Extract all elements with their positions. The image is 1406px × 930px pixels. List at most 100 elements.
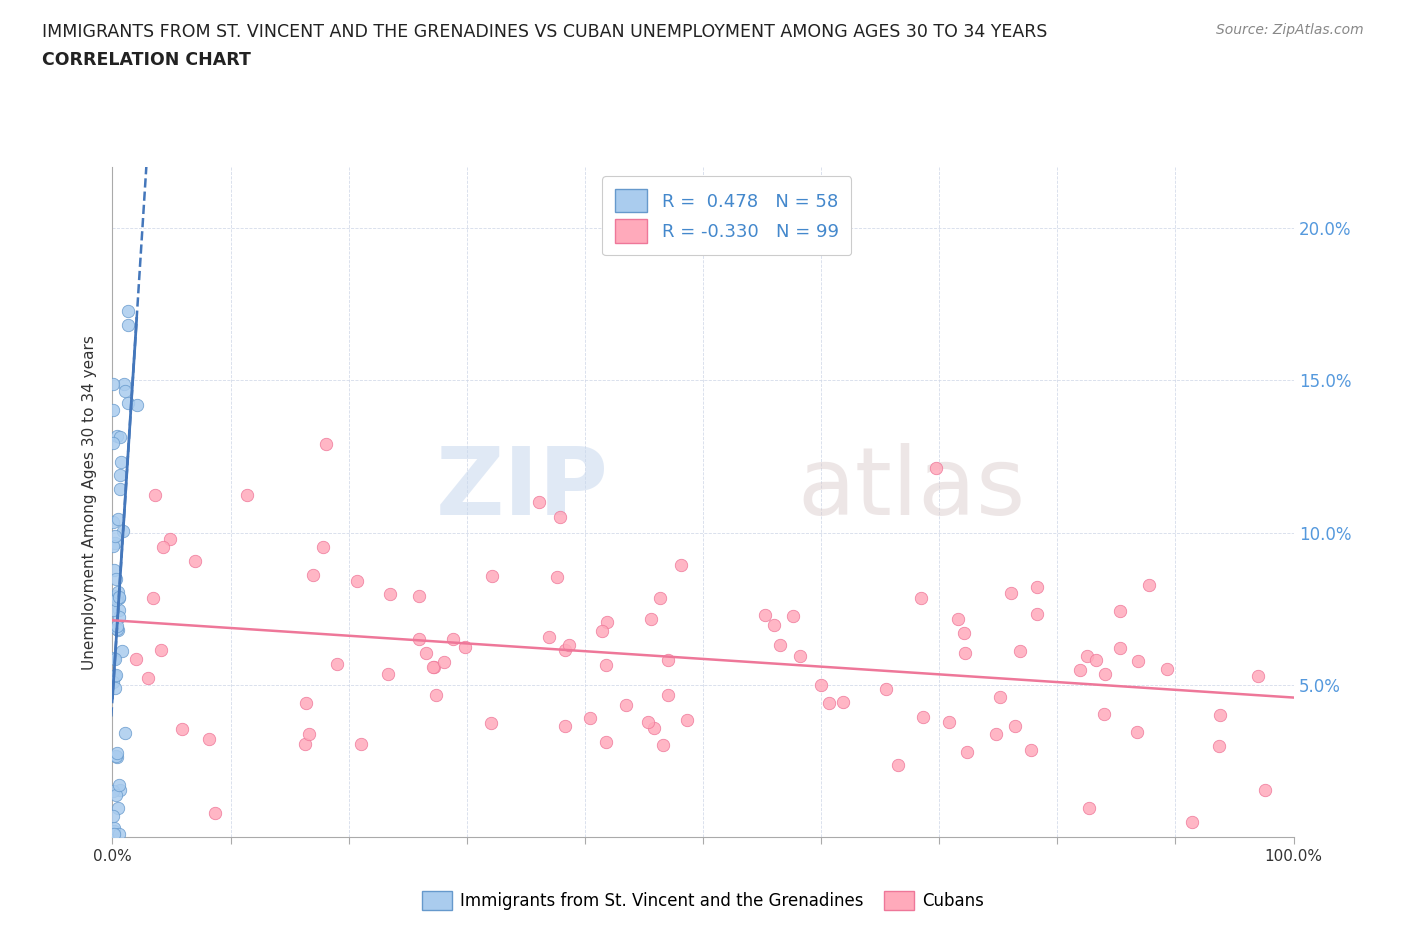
Point [1025, 606, 1047, 621]
Point [104, 669, 127, 684]
Text: atlas: atlas [797, 443, 1026, 535]
Point [1026, 579, 1049, 594]
Legend: Immigrants from St. Vincent and the Grenadines, Cubans: Immigrants from St. Vincent and the Gren… [415, 884, 991, 917]
Point [1000, 585, 1022, 600]
Point [595, 735, 617, 750]
Point [103, 820, 125, 835]
Point [1085, 653, 1108, 668]
Point [149, 643, 172, 658]
Point [101, 514, 124, 529]
Point [1008, 644, 1031, 658]
Point [110, 455, 132, 470]
Point [1004, 719, 1026, 734]
Point [925, 460, 948, 475]
Point [198, 732, 221, 747]
Point [112, 377, 135, 392]
Point [669, 557, 692, 572]
Point [107, 585, 129, 600]
Point [107, 428, 129, 443]
Point [101, 783, 124, 798]
Point [875, 682, 897, 697]
Point [235, 487, 257, 502]
Point [105, 589, 128, 604]
Point [538, 630, 561, 644]
Point [114, 384, 136, 399]
Point [554, 643, 576, 658]
Point [558, 637, 581, 652]
Point [596, 615, 619, 630]
Point [117, 395, 139, 410]
Point [377, 667, 399, 682]
Point [103, 538, 125, 553]
Point [103, 827, 125, 842]
Point [107, 623, 129, 638]
Point [782, 609, 804, 624]
Point [104, 651, 127, 666]
Point [1208, 738, 1230, 753]
Point [108, 590, 131, 604]
Point [817, 696, 839, 711]
Point [763, 618, 786, 632]
Text: IMMIGRANTS FROM ST. VINCENT AND THE GRENADINES VS CUBAN UNEMPLOYMENT AMONG AGES : IMMIGRANTS FROM ST. VINCENT AND THE GREN… [42, 23, 1047, 41]
Point [910, 591, 932, 605]
Point [346, 574, 368, 589]
Point [117, 317, 139, 332]
Point [912, 710, 935, 724]
Point [643, 721, 665, 736]
Point [114, 725, 136, 740]
Point [1253, 783, 1275, 798]
Point [810, 677, 832, 692]
Point [1069, 663, 1091, 678]
Point [1076, 648, 1098, 663]
Point [789, 648, 811, 663]
Point [595, 658, 617, 672]
Point [415, 645, 437, 660]
Point [1109, 604, 1132, 618]
Point [103, 563, 125, 578]
Point [101, 827, 124, 842]
Point [1092, 706, 1115, 721]
Point [110, 430, 132, 445]
Point [1094, 667, 1116, 682]
Point [1209, 708, 1232, 723]
Point [152, 539, 174, 554]
Point [101, 674, 124, 689]
Point [111, 644, 134, 658]
Point [955, 645, 977, 660]
Point [104, 572, 127, 587]
Point [1126, 724, 1149, 739]
Point [103, 651, 125, 666]
Point [105, 618, 128, 633]
Point [1246, 669, 1268, 684]
Point [1126, 654, 1149, 669]
Legend: R =  0.478   N = 58, R = -0.330   N = 99: R = 0.478 N = 58, R = -0.330 N = 99 [602, 177, 851, 256]
Point [1156, 661, 1178, 676]
Point [105, 750, 128, 764]
Point [657, 688, 679, 703]
Point [481, 568, 503, 583]
Point [988, 690, 1011, 705]
Point [107, 512, 129, 526]
Point [657, 653, 679, 668]
Point [101, 603, 124, 618]
Point [425, 687, 447, 702]
Point [297, 727, 319, 742]
Text: ZIP: ZIP [436, 443, 609, 535]
Point [479, 715, 502, 730]
Point [754, 607, 776, 622]
Point [1181, 815, 1204, 830]
Point [172, 722, 194, 737]
Point [1109, 640, 1132, 655]
Point [302, 567, 325, 582]
Point [422, 660, 444, 675]
Point [112, 524, 135, 538]
Point [103, 377, 125, 392]
Point [107, 800, 129, 815]
Point [529, 495, 551, 510]
Point [108, 591, 131, 605]
Point [676, 712, 699, 727]
Point [408, 632, 430, 647]
Point [101, 435, 124, 450]
Point [105, 668, 128, 683]
Point [616, 698, 638, 712]
